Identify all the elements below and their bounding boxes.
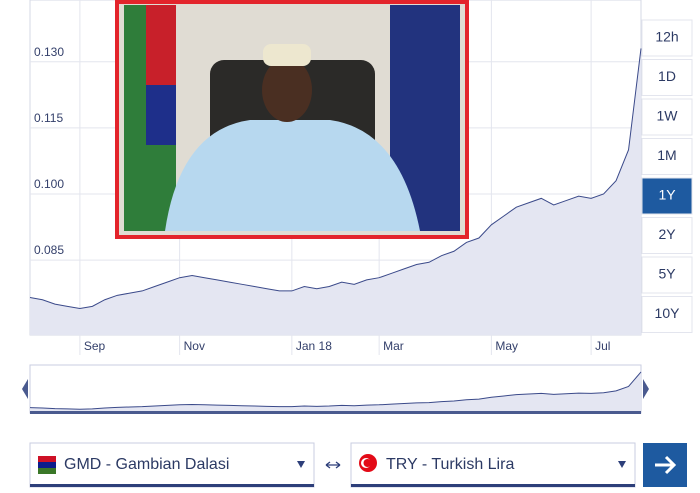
from-currency: GMD - Gambian Dalasi — [64, 456, 229, 473]
cap — [263, 44, 311, 66]
y-tick-label: 0.130 — [34, 45, 64, 59]
arrow-icon — [655, 455, 677, 475]
range-button[interactable] — [641, 296, 693, 333]
y-tick-label: 0.100 — [34, 177, 64, 191]
x-tick-label: May — [495, 339, 518, 353]
area-fill — [30, 371, 641, 413]
from-select[interactable] — [29, 442, 315, 488]
to-currency: TRY - Turkish Lira — [386, 456, 514, 473]
range-button[interactable] — [641, 177, 693, 215]
range-button[interactable] — [641, 59, 693, 96]
nav-handle — [643, 379, 649, 399]
range-button[interactable] — [641, 256, 693, 294]
flag-gm — [38, 456, 56, 462]
nav-bar — [30, 411, 641, 414]
robe — [165, 120, 420, 231]
range-button-label: 1M — [657, 147, 676, 163]
y-tick-label: 0.115 — [34, 111, 63, 125]
photo-overlay — [115, 0, 469, 239]
price-line — [29, 371, 642, 410]
flag-tr — [363, 459, 372, 467]
nav-handle — [22, 379, 28, 399]
flag-gm — [38, 468, 56, 474]
x-tick-label: Nov — [184, 339, 205, 353]
range-button[interactable] — [641, 138, 693, 175]
x-tick-label: Sep — [84, 339, 106, 353]
to-select[interactable] — [350, 442, 636, 488]
range-button-label: 12h — [655, 29, 678, 45]
dropdown-caret — [618, 461, 626, 468]
range-button[interactable] — [641, 217, 693, 254]
flag-gm — [38, 462, 56, 468]
flag — [146, 5, 176, 85]
range-button-label: 10Y — [655, 305, 681, 321]
area-fill — [30, 48, 641, 335]
range-button-label: 1W — [657, 108, 679, 124]
select-underline — [30, 484, 314, 487]
dropdown-caret — [297, 461, 305, 468]
range-button-label: 1Y — [658, 187, 676, 203]
range-button-label: 1D — [658, 68, 676, 84]
range-button-label: 5Y — [658, 266, 676, 282]
flag — [146, 85, 176, 145]
range-button[interactable] — [641, 19, 693, 57]
swap-icon[interactable] — [325, 461, 341, 469]
select-underline — [351, 484, 635, 487]
price-line — [29, 48, 642, 310]
range-button-label: 2Y — [658, 226, 676, 242]
x-tick-label: Jan 18 — [296, 339, 332, 353]
x-tick-label: Jul — [595, 339, 610, 353]
head — [262, 58, 312, 122]
range-button[interactable] — [641, 98, 693, 136]
x-tick-label: Mar — [383, 339, 404, 353]
flag — [124, 5, 146, 231]
y-tick-label: 0.085 — [34, 243, 64, 257]
